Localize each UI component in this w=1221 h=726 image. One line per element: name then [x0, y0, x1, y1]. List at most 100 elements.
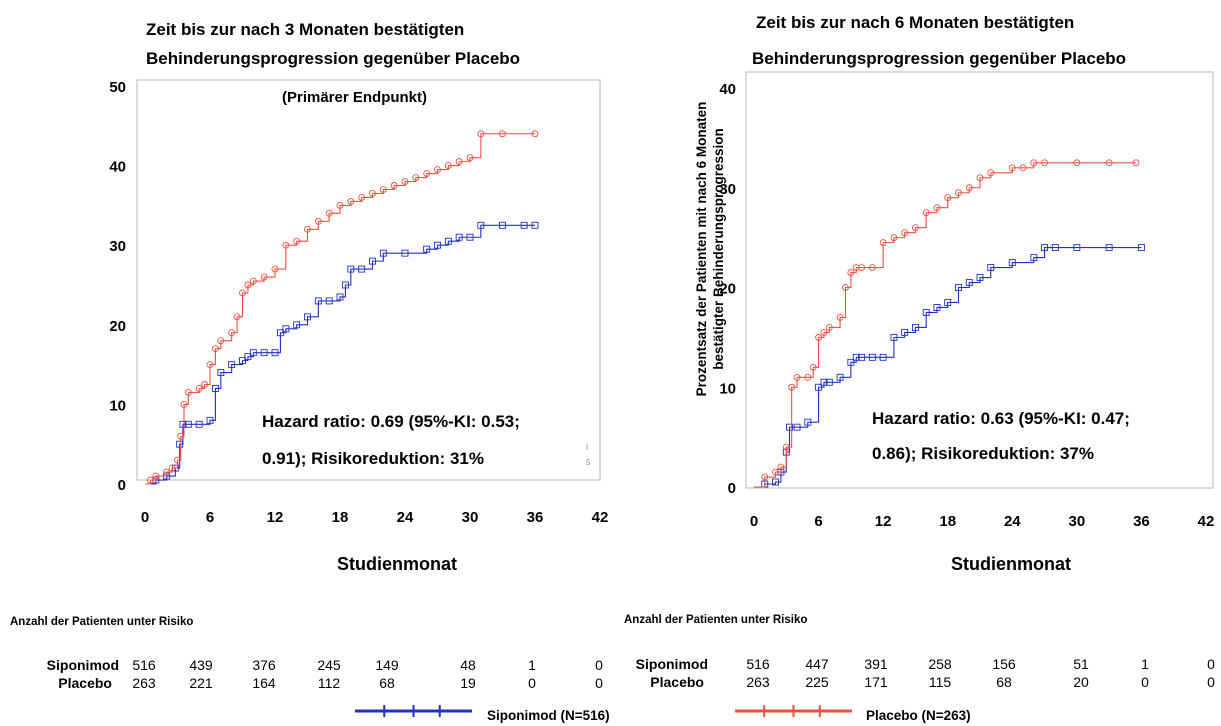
- chart-left-series-siponimod: [145, 221, 539, 485]
- chart-right-series-siponimod-point: [786, 423, 793, 431]
- chart-left-series-placebo-point: [499, 130, 506, 138]
- chart-right-series-placebo-point: [820, 328, 828, 336]
- chart-right-series-placebo-point: [965, 184, 973, 192]
- chart-right-series-siponimod: [754, 244, 1145, 488]
- chart-left-series-siponimod-point: [293, 321, 301, 329]
- chart-right-series-placebo-point: [772, 468, 779, 476]
- chart-right-series-placebo-point: [782, 443, 790, 451]
- chart-right-x-tick-0: 0: [750, 513, 758, 530]
- risk-table-left-row-label-siponimod: Siponimod: [46, 657, 119, 673]
- chart-right-series-siponimod-point: [1051, 244, 1059, 252]
- chart-right-series-placebo-point: [1105, 159, 1113, 167]
- chart-left-series-siponimod-point: [211, 385, 219, 392]
- chart-right-series-placebo-point: [901, 229, 909, 237]
- risk-table-left-cell: 164: [252, 675, 276, 691]
- chart-right-series-siponimod-point: [847, 358, 855, 366]
- chart-right-series-siponimod-point: [901, 328, 909, 336]
- chart-right-x-axis-label: Studienmonat: [951, 554, 1071, 574]
- risk-table-left-cell: 263: [132, 675, 156, 691]
- chart-left-series-placebo-point: [401, 178, 409, 185]
- chart-left-series-placebo-point: [249, 277, 257, 285]
- chart-left-x-tick-0: 0: [141, 509, 149, 526]
- chart-left-series-placebo-point: [466, 154, 474, 162]
- chart-left-series-placebo-point: [180, 400, 188, 408]
- chart-left-series-placebo-point: [206, 361, 214, 369]
- risk-table-right-cell: 225: [805, 674, 829, 690]
- chart-left-series-siponimod-point: [379, 249, 387, 257]
- chart-left-series-placebo-point: [293, 237, 301, 245]
- chart-left-y-tick-10: 10: [109, 397, 126, 414]
- chart-left-series-siponimod-point: [434, 241, 441, 249]
- chart-right-x-tick-6: 6: [814, 513, 822, 530]
- chart-right-series-siponimod-point: [804, 418, 812, 426]
- chart-right-series-placebo-point: [804, 373, 812, 381]
- chart-left-series-siponimod-point: [184, 420, 192, 428]
- chart-left-series-placebo-point: [423, 170, 431, 178]
- risk-table-right-cell: 0: [1207, 656, 1215, 672]
- chart-left-series-siponimod-point: [244, 353, 252, 361]
- chart-left-subtitle: (Primärer Endpunkt): [282, 89, 428, 106]
- chart-left-series-placebo-point: [195, 385, 203, 392]
- chart-left-series-siponimod-point: [260, 349, 268, 357]
- chart-left-series-siponimod-point: [249, 349, 257, 357]
- chart-right-x-tick-18: 18: [939, 513, 956, 530]
- risk-table-left-cell: 68: [379, 675, 395, 691]
- risk-table-left-cell: 516: [132, 657, 156, 673]
- chart-right-series-placebo-point: [852, 264, 860, 271]
- risk-table-left-cell: 376: [252, 657, 276, 673]
- chart-right-series-placebo-point: [1073, 159, 1081, 167]
- chart-right-series-placebo-point: [1008, 164, 1016, 172]
- chart-right-series-siponimod-point: [815, 383, 823, 391]
- chart-left-series-placebo-point: [201, 381, 209, 388]
- chart-left-title-line-1: Zeit bis zur nach 3 Monaten bestätigten: [146, 20, 465, 39]
- chart-right-series-placebo-point: [868, 264, 876, 271]
- chart-left-series-placebo-point: [314, 217, 322, 225]
- chart-right-series-siponimod-point: [772, 478, 779, 486]
- chart-right-series-siponimod-point: [933, 304, 941, 311]
- chart-left-series-placebo-point: [152, 472, 160, 480]
- risk-table-left-cell: 0: [528, 675, 536, 691]
- chart-right-series-siponimod-point: [858, 353, 866, 361]
- chart-left-series-siponimod-point: [282, 325, 290, 333]
- chart-right-series-placebo-point: [825, 323, 833, 331]
- chart-left-corner-mark-1: I: [586, 443, 589, 452]
- risk-table-left-cell: 149: [375, 657, 399, 673]
- chart-left-series-placebo-point: [239, 289, 246, 297]
- chart-right-series-placebo: [754, 159, 1140, 488]
- chart-left-series-siponimod-point: [499, 221, 506, 229]
- risk-table-right-cell: 258: [928, 656, 952, 672]
- chart-left-annotation-line-1: Hazard ratio: 0.69 (95%-KI: 0.53;: [262, 412, 520, 431]
- risk-table-left-cell: 245: [317, 657, 341, 673]
- chart-left-series-placebo-point: [163, 468, 171, 476]
- chart-right-series-siponimod-point: [1030, 254, 1038, 262]
- chart-left-series-siponimod-point: [531, 221, 539, 229]
- chart-right-series-siponimod-point: [987, 264, 995, 271]
- chart-left-series-placebo-point: [379, 186, 387, 193]
- chart-right-series-placebo-point: [1030, 159, 1038, 167]
- chart-right-series-siponimod-point: [820, 378, 828, 386]
- chart-right-series-siponimod-point: [911, 323, 919, 331]
- chart-left-series-siponimod-point: [477, 221, 485, 229]
- chart-right-annotation-line-2: 0.86); Risikoreduktion: 37%: [872, 444, 1095, 463]
- chart-right-x-tick-24: 24: [1004, 513, 1021, 530]
- chart-left-series-siponimod-point: [336, 293, 344, 301]
- chart-left-series-siponimod-point: [520, 221, 528, 229]
- chart-left-series-placebo-point: [271, 265, 279, 273]
- chart-left-x-axis-label: Studienmonat: [337, 554, 457, 574]
- chart-left-series-siponimod-point: [304, 313, 311, 321]
- risk-table-right-cell: 0: [1207, 674, 1215, 690]
- legend-symbol-placebo: [735, 705, 852, 717]
- chart-left-series-siponimod-point: [217, 369, 225, 377]
- chart-left-y-tick-30: 30: [109, 238, 126, 255]
- chart-left-series-siponimod-point: [195, 420, 203, 428]
- chart-right-series-siponimod-point: [793, 423, 801, 431]
- chart-left-series-siponimod-point: [347, 265, 355, 273]
- chart-left-series-placebo-point: [412, 174, 420, 181]
- chart-right-series-siponimod-line: [754, 247, 1142, 488]
- chart-right-series-siponimod-point: [1137, 244, 1145, 252]
- chart-right-series-siponimod-point: [852, 353, 860, 361]
- chart-left-series-placebo-point: [358, 193, 366, 201]
- chart-right-y-tick-40: 40: [719, 81, 736, 98]
- chart-right-series-placebo-point: [944, 194, 952, 202]
- chart-right-x-tick-30: 30: [1069, 513, 1086, 530]
